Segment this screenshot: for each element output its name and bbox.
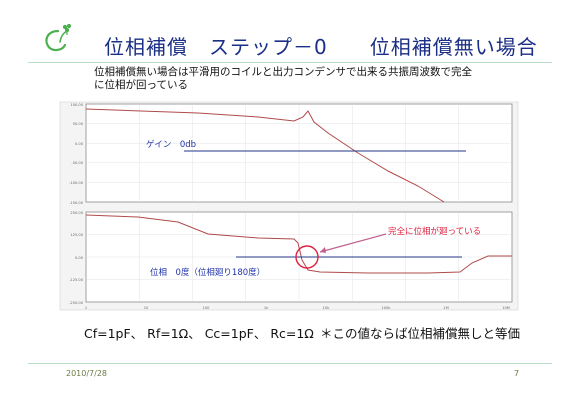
bode-plot: 100.00 50.00 0.00 -50.00 -100.00 -150.00…	[59, 101, 519, 311]
phase-tick: 0.00	[75, 256, 84, 260]
page-number: 7	[514, 369, 520, 378]
callout-arrow	[319, 233, 387, 253]
freq-tick: 10k	[323, 306, 331, 310]
gain-trace	[85, 108, 445, 203]
phase-tick: 125.00	[70, 233, 83, 237]
phase-tick: -250.00	[69, 301, 84, 305]
gain-tick: 100.00	[70, 103, 83, 107]
gain-tick: -50.00	[71, 161, 83, 165]
footer-date: 2010/7/28	[66, 369, 108, 378]
phase-annotation: 位相 0度（位相廻り180度）	[150, 267, 265, 278]
gain-tick: -100.00	[69, 181, 84, 185]
title-divider	[28, 62, 552, 63]
phase-tick: 250.00	[70, 211, 83, 215]
phase-callout: 完全に位相が廻っている	[388, 226, 481, 237]
description: 位相補償無い場合は平滑用のコイルと出力コンデンサで出来る共振周波数で完全 に位相…	[94, 66, 514, 92]
description-line: に位相が回っている	[94, 79, 188, 91]
logo-icon	[45, 23, 72, 52]
freq-tick: 10M	[502, 306, 510, 310]
freq-tick: 1k	[264, 306, 269, 310]
description-line: 位相補償無い場合は平滑用のコイルと出力コンデンサで出来る共振周波数で完全	[94, 66, 472, 78]
callout-arrowhead	[320, 247, 326, 253]
parameter-values: Cf=1pF、 Rf=1Ω、 Cc=1pF、 Rc=1Ω	[84, 326, 314, 341]
phase-tick: -125.00	[69, 278, 84, 282]
page-title: 位相補償 ステップ－0 位相補償無い場合	[104, 35, 538, 59]
gain-grid	[86, 104, 512, 202]
gain-tick: -150.00	[69, 201, 84, 205]
freq-tick: 100k	[382, 306, 392, 310]
gain-tick: 0.00	[75, 142, 84, 146]
phase-highlight-circle	[295, 245, 319, 269]
gain-tick: 50.00	[73, 122, 84, 126]
freq-tick: 10	[144, 306, 149, 310]
freq-tick: 1	[85, 306, 87, 310]
phase-trace	[85, 214, 512, 274]
freq-tick: 100	[203, 306, 211, 310]
parameter-note: ＊この値ならば位相補償無しと等価	[320, 326, 521, 341]
footer-divider	[28, 363, 552, 364]
freq-tick: 1M	[443, 306, 448, 310]
gain-annotation: ゲイン 0db	[146, 139, 196, 150]
